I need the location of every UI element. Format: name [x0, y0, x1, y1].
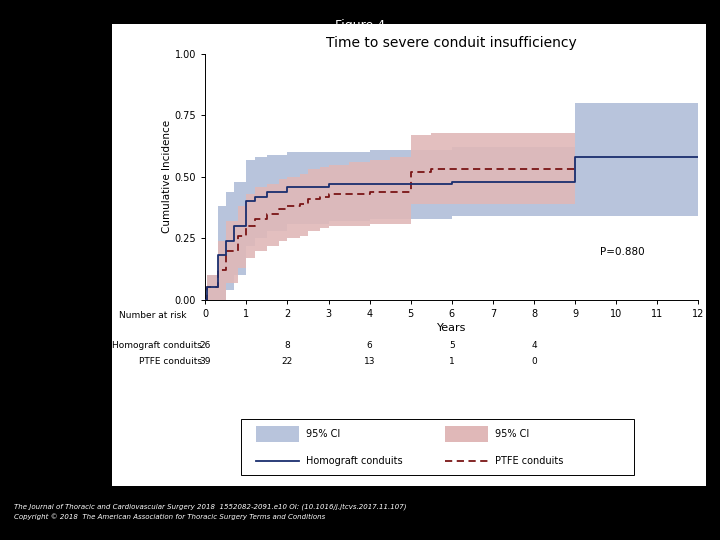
- Text: 13: 13: [364, 357, 375, 366]
- Text: Figure 4: Figure 4: [335, 19, 385, 32]
- Text: PTFE conduits: PTFE conduits: [138, 357, 202, 366]
- Text: P=0.880: P=0.880: [600, 247, 644, 258]
- Text: 95% CI: 95% CI: [495, 429, 529, 439]
- Title: Time to severe conduit insufficiency: Time to severe conduit insufficiency: [326, 36, 577, 50]
- Text: 6: 6: [366, 341, 372, 350]
- Text: 22: 22: [282, 357, 293, 366]
- Text: 4: 4: [531, 341, 537, 350]
- Y-axis label: Cumulative Incidence: Cumulative Incidence: [162, 120, 172, 233]
- Text: 8: 8: [284, 341, 290, 350]
- Text: The Journal of Thoracic and Cardiovascular Surgery 2018  1552082-2091.e10 OI: (1: The Journal of Thoracic and Cardiovascul…: [14, 504, 407, 510]
- X-axis label: Years: Years: [437, 323, 467, 333]
- Text: 1: 1: [449, 357, 454, 366]
- Text: Copyright © 2018  The American Association for Thoracic Surgery Terms and Condit: Copyright © 2018 The American Associatio…: [14, 514, 325, 521]
- Text: PTFE conduits: PTFE conduits: [495, 456, 563, 466]
- Text: Homograft conduits: Homograft conduits: [112, 341, 202, 350]
- Text: 5: 5: [449, 341, 454, 350]
- Text: 26: 26: [199, 341, 211, 350]
- Text: 39: 39: [199, 357, 211, 366]
- Text: 95% CI: 95% CI: [306, 429, 341, 439]
- Text: 0: 0: [531, 357, 537, 366]
- Text: Homograft conduits: Homograft conduits: [306, 456, 402, 466]
- Text: Number at risk: Number at risk: [119, 310, 186, 320]
